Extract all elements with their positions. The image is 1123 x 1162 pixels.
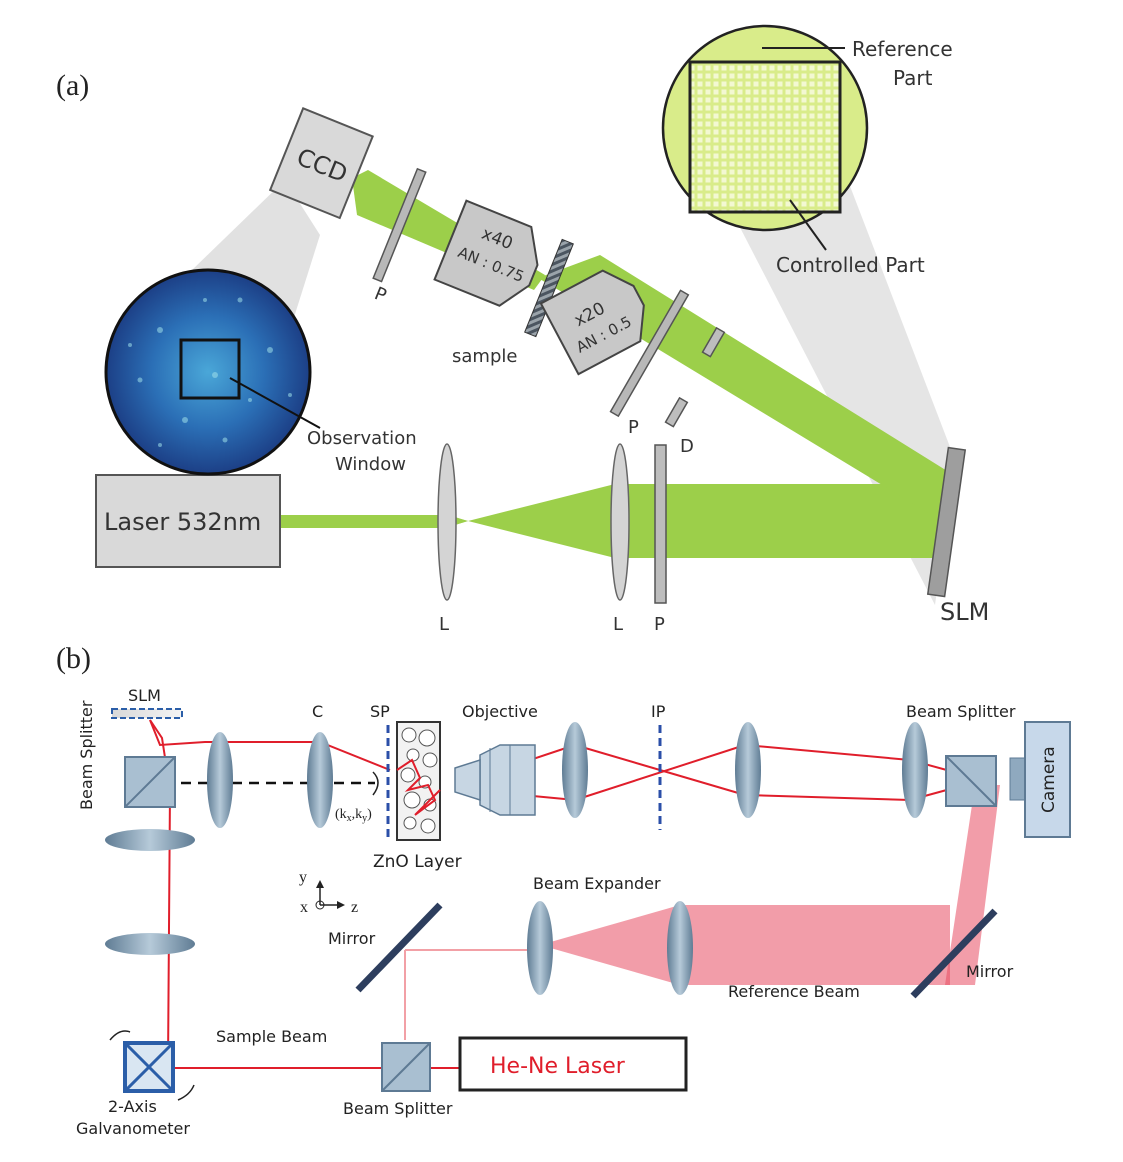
diaphragm-lower xyxy=(664,396,689,428)
lens-b-3 xyxy=(562,722,588,818)
green-beam-expanding-2 xyxy=(468,484,615,558)
mirror-right-label: Mirror xyxy=(966,962,1014,981)
diaphragm-label: D xyxy=(680,436,694,457)
slm-pixel-grid xyxy=(688,60,842,214)
objective-x20 xyxy=(539,269,645,376)
polarizer-ccd xyxy=(372,167,427,283)
galvo-rotate-arrow-bottom xyxy=(177,1084,195,1101)
scattered-light xyxy=(396,758,441,816)
speckle-dots xyxy=(128,297,292,447)
slm-a xyxy=(926,446,967,598)
sp-label: SP xyxy=(370,702,390,721)
lens-b-5 xyxy=(902,722,928,818)
reference-beam-label: Reference Beam xyxy=(728,982,860,1001)
galvo-line1: 2-Axis xyxy=(108,1097,157,1116)
panel-a: CCD P x40 AN : 0.75 sample x20 AN : 0.5 … xyxy=(56,24,989,635)
zno-label: ZnO Layer xyxy=(373,852,462,872)
reference-part-line2: Part xyxy=(893,66,933,90)
observation-line1: Observation xyxy=(307,428,417,449)
beam-splitter-bottom-label: Beam Splitter xyxy=(343,1099,453,1118)
lens-b-2 xyxy=(307,732,333,828)
polarizer-x20 xyxy=(609,289,690,418)
lens-b-vertical-1 xyxy=(105,829,195,851)
k-rotation-arrow xyxy=(372,771,379,796)
lens-l2 xyxy=(610,443,630,601)
he-ne-label: He-Ne Laser xyxy=(490,1054,626,1079)
lens-l1 xyxy=(437,443,457,601)
observation-pointer xyxy=(229,377,321,429)
observation-window xyxy=(179,338,241,400)
lens-b-vertical-2 xyxy=(105,933,195,955)
slm-b xyxy=(111,708,183,719)
speckle-pattern-circle xyxy=(104,268,312,476)
lens-l2-label: L xyxy=(613,614,623,635)
beam-splitter-right-diagonal xyxy=(945,755,997,807)
polarizer-x20-label: P xyxy=(628,417,639,438)
lens-c-label: C xyxy=(312,702,323,721)
axis-z-label: z xyxy=(351,899,358,916)
camera-nose xyxy=(1009,757,1027,801)
expander-lens-2 xyxy=(667,901,693,995)
laser-532 xyxy=(95,474,281,568)
ip-label: IP xyxy=(651,702,666,721)
galvo-rotate-arrow-top xyxy=(109,1030,131,1041)
objective-x40 xyxy=(433,199,539,307)
axis-x-label: x xyxy=(300,899,308,916)
camera-body xyxy=(1024,721,1071,838)
mirror-left xyxy=(355,902,443,993)
galvanometer-cross-2 xyxy=(123,1041,175,1093)
polarizer-vertical xyxy=(654,444,667,604)
lens-l1-label: L xyxy=(439,614,449,635)
zno-particles xyxy=(400,727,438,834)
panel-b-label: (b) xyxy=(56,642,91,675)
panel-b: (b) SLM Beam Splitter xyxy=(56,642,1071,1138)
mirror-right xyxy=(910,908,998,999)
beam-splitter-right-label: Beam Splitter xyxy=(906,702,1016,721)
objective-lens xyxy=(454,744,536,816)
beam-splitter-left-diagonal xyxy=(124,756,176,808)
he-ne-laser xyxy=(458,1036,688,1092)
sample-label: sample xyxy=(452,346,517,367)
sample-slide xyxy=(524,238,574,338)
beam-splitter-bottom-diagonal xyxy=(381,1042,431,1092)
reference-part-line1: Reference xyxy=(852,37,953,61)
axis-y-label: y xyxy=(299,869,307,886)
lens-b-4 xyxy=(735,722,761,818)
expander-lens-1 xyxy=(527,901,553,995)
lens-b-1 xyxy=(207,732,233,828)
mirror-left-label: Mirror xyxy=(328,929,376,948)
green-beam-collimated xyxy=(615,484,950,558)
diaphragm-upper xyxy=(701,326,726,358)
red-beam-paths xyxy=(142,719,966,1079)
beam-splitter-left-label: Beam Splitter xyxy=(77,700,96,810)
observation-line2: Window xyxy=(335,454,406,475)
polarizer-ccd-label: P xyxy=(371,283,389,307)
laser-532-label: Laser 532nm xyxy=(104,508,261,536)
slm-b-label: SLM xyxy=(128,686,161,705)
axis-indicator xyxy=(315,880,345,910)
reference-beam-to-splitter xyxy=(945,785,1000,985)
slm-a-label: SLM xyxy=(940,598,989,626)
reference-beam-expanded xyxy=(540,905,950,985)
controlled-part-label: Controlled Part xyxy=(776,253,925,277)
galvo-line2: Galvanometer xyxy=(76,1119,190,1138)
sample-beam-label: Sample Beam xyxy=(216,1027,327,1046)
green-beam-laser xyxy=(280,515,468,528)
objective-label: Objective xyxy=(462,702,538,721)
ccd-camera xyxy=(268,107,374,220)
controlled-pointer xyxy=(789,199,827,251)
beam-expander-label: Beam Expander xyxy=(533,874,661,893)
panel-a-label: (a) xyxy=(56,69,89,102)
camera-label: Camera xyxy=(1039,746,1059,813)
polarizer-vertical-label: P xyxy=(654,614,665,635)
k-vector-label: (kx,ky) xyxy=(335,807,372,824)
